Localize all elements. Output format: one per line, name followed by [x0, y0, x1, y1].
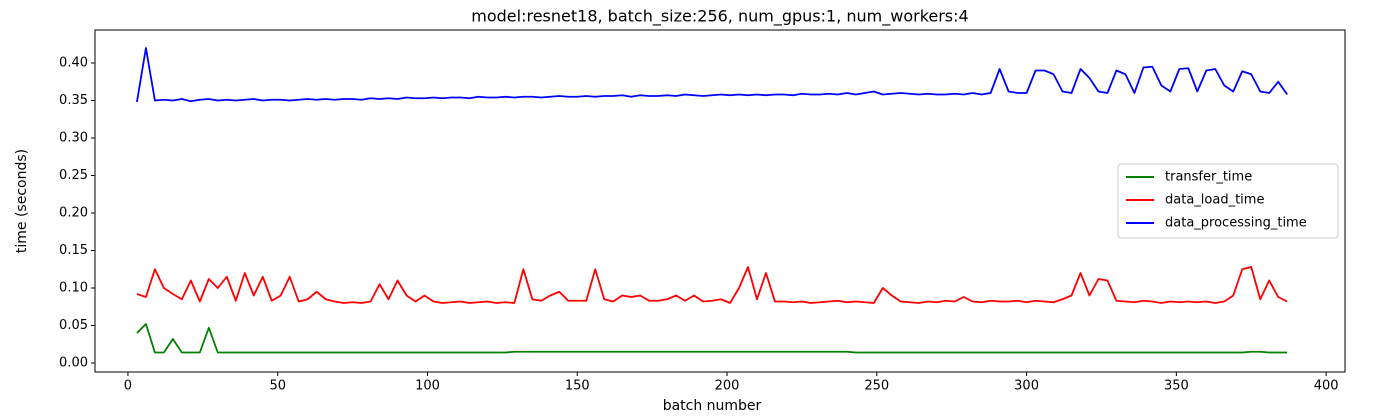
x-tick-label: 250 — [864, 379, 889, 394]
y-tick-label: 0.30 — [59, 131, 88, 146]
x-tick-label: 200 — [715, 379, 740, 394]
legend: transfer_time data_load_time data_processi… — [1117, 163, 1339, 239]
chart-title: model:resnet18, batch_size:256, num_gpus… — [471, 7, 968, 27]
x-tick-label: 400 — [1314, 379, 1339, 394]
y-axis-label: time (seconds) — [14, 149, 30, 253]
x-tick-label: 50 — [269, 379, 286, 394]
y-tick-label: 0.35 — [59, 93, 88, 108]
x-tick-label: 350 — [1164, 379, 1189, 394]
series-line — [136, 266, 1288, 304]
legend-label: data_load_time — [1165, 193, 1264, 208]
y-tick-label: 0.10 — [59, 281, 88, 296]
legend-label: data_processing_time — [1165, 216, 1307, 231]
y-tick-label: 0.20 — [59, 206, 88, 221]
y-tick-label: 0.15 — [59, 243, 88, 258]
x-tick-label: 150 — [565, 379, 590, 394]
x-tick-label: 100 — [415, 379, 440, 394]
y-tick-label: 0.00 — [59, 356, 88, 371]
series-line — [136, 323, 1288, 354]
y-tick-label: 0.05 — [59, 318, 88, 333]
x-tick-label: 300 — [1014, 379, 1039, 394]
y-tick-label: 0.25 — [59, 168, 88, 183]
legend-box — [1117, 163, 1339, 239]
plot-frame — [94, 29, 1346, 373]
x-tick-label: 0 — [124, 379, 132, 394]
series-line — [136, 47, 1288, 103]
x-axis-label: batch number — [663, 398, 762, 414]
legend-label: transfer_time — [1165, 170, 1252, 185]
y-tick-label: 0.40 — [59, 56, 88, 71]
